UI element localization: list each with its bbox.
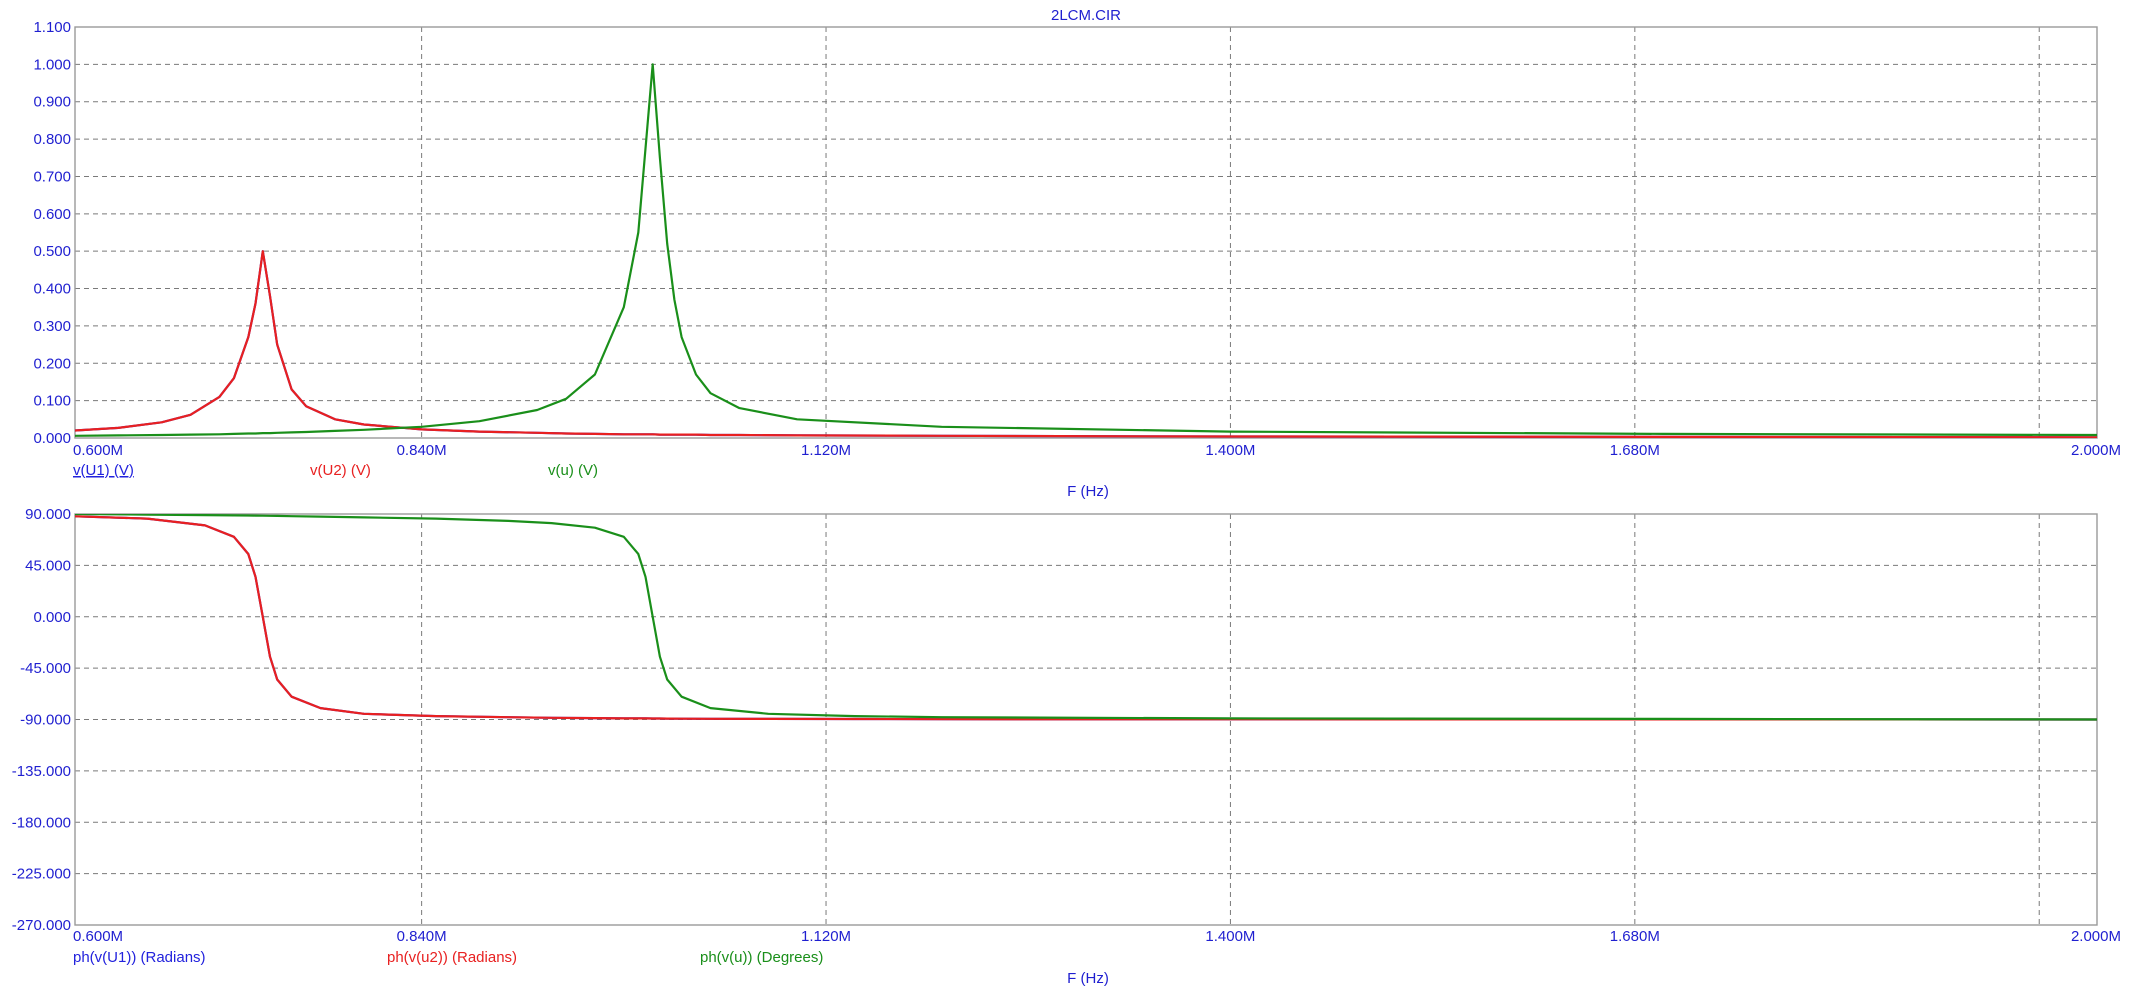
x-tick-label: 1.120M — [801, 928, 851, 945]
x-tick-label: 1.400M — [1205, 928, 1255, 945]
x-tick-label: 2.000M — [2071, 442, 2121, 459]
plot-title: 2LCM.CIR — [1051, 7, 1121, 24]
y-tick-label: -225.000 — [12, 866, 71, 883]
y-tick-label: 0.600 — [33, 206, 71, 223]
x-tick-label: 1.680M — [1610, 442, 1660, 459]
y-tick-label: 0.900 — [33, 94, 71, 111]
legend-label: v(U1) (V) — [73, 462, 134, 479]
x-axis-title: F (Hz) — [1067, 970, 1109, 987]
x-tick-label: 1.680M — [1610, 928, 1660, 945]
x-tick-label: 1.400M — [1205, 442, 1255, 459]
x-tick-label: 2.000M — [2071, 928, 2121, 945]
y-tick-label: 0.200 — [33, 355, 71, 372]
x-axis-title: F (Hz) — [1067, 483, 1109, 500]
legend-label: v(u) (V) — [548, 462, 598, 479]
series-line-1 — [75, 250, 2097, 438]
x-tick-label: 0.600M — [73, 442, 123, 459]
y-tick-label: 0.500 — [33, 243, 71, 260]
series-line-3 — [75, 514, 2097, 721]
y-tick-label: 0.700 — [33, 168, 71, 185]
magnitude-chart: 0.000 0.100 0.200 0.300 0.400 0.500 0.600 0.700… — [33, 19, 2121, 500]
x-tick-label: 1.120M — [801, 442, 851, 459]
legend-label: v(U2) (V) — [310, 462, 371, 479]
y-tick-label: 0.100 — [33, 393, 71, 410]
y-tick-label: 90.000 — [25, 506, 71, 523]
phase-chart: 90.000 45.000 0.000 -45.000 -90.000 -135.000 -… — [12, 506, 2121, 987]
x-tick-label: 0.840M — [397, 442, 447, 459]
x-tick-label: 0.600M — [73, 928, 123, 945]
legend-label: ph(v(u2)) (Radians) — [387, 949, 517, 966]
y-tick-label: 0.300 — [33, 318, 71, 335]
series-line-3 — [75, 63, 2097, 437]
y-tick-label: -135.000 — [12, 763, 71, 780]
y-tick-label: 1.000 — [33, 56, 71, 73]
y-tick-label: 0.000 — [33, 609, 71, 626]
y-tick-label: 0.400 — [33, 281, 71, 298]
y-tick-label: -180.000 — [12, 814, 71, 831]
plot-frame — [74, 26, 2098, 439]
x-tick-label: 0.840M — [397, 928, 447, 945]
y-tick-label: 0.800 — [33, 131, 71, 148]
legend-label: ph(v(u)) (Degrees) — [700, 949, 823, 966]
y-tick-label: 45.000 — [25, 557, 71, 574]
y-tick-label: -90.000 — [20, 712, 71, 729]
y-tick-label: -270.000 — [12, 917, 71, 934]
series-line-2 — [75, 250, 2097, 438]
series-line-2 — [75, 515, 2097, 721]
y-tick-label: 0.000 — [33, 430, 71, 447]
y-tick-label: -45.000 — [20, 660, 71, 677]
series-line-1 — [75, 515, 2097, 721]
legend-label: ph(v(U1)) (Radians) — [73, 949, 206, 966]
y-tick-label: 1.100 — [33, 19, 71, 36]
